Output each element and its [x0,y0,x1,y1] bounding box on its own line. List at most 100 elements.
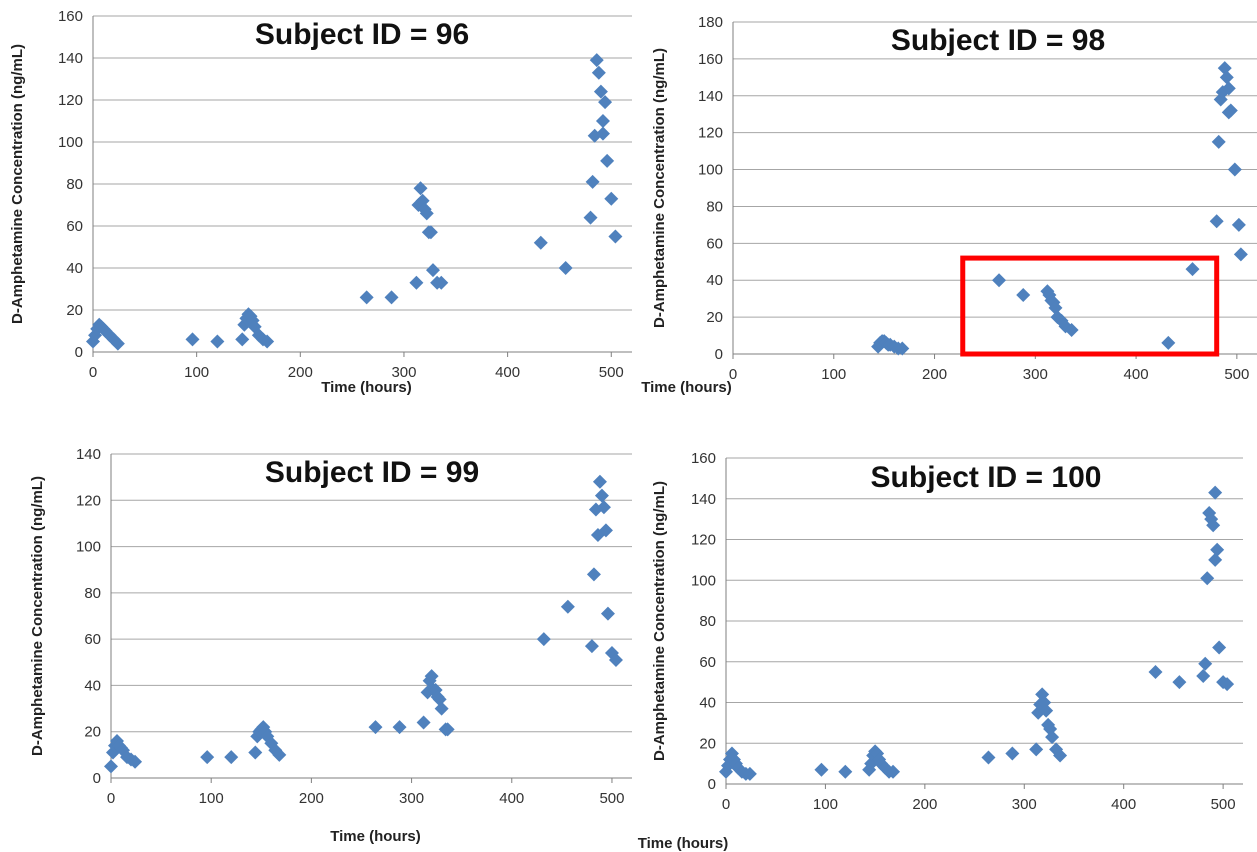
y-tick-label: 80 [84,585,101,602]
data-point [1185,262,1200,277]
y-axis-title: D-Amphetamine Concentration (ng/mL) [9,44,26,324]
y-tick-label: 20 [84,724,101,741]
data-point [585,174,600,189]
x-tick-label: 100 [813,796,838,813]
data-point [1198,656,1213,671]
data-point [600,153,615,168]
data-point [1208,552,1223,567]
data-point [596,500,611,515]
data-point [368,720,383,735]
y-tick-label: 120 [698,125,723,142]
y-tick-label: 60 [66,218,83,235]
data-point [440,722,455,737]
data-point [536,632,551,647]
data-point [1219,70,1234,85]
data-point [992,273,1007,288]
x-tick-label: 100 [184,364,209,381]
y-tick-label: 60 [699,654,716,671]
y-tick-label: 140 [58,50,83,67]
data-point [604,191,619,206]
x-tick-label: 0 [729,366,737,383]
data-point [1053,748,1068,763]
x-tick-label: 0 [107,790,115,807]
chart-title: Subject ID = 98 [891,24,1105,57]
data-point [591,65,606,80]
y-tick-label: 0 [75,344,83,361]
y-tick-label: 0 [715,346,723,363]
data-point [384,290,399,305]
data-point [1221,105,1236,120]
x-tick-label: 500 [1211,796,1236,813]
x-tick-label: 0 [722,796,730,813]
y-tick-label: 40 [84,677,101,694]
data-point [584,639,599,654]
data-point [1208,485,1223,500]
data-point [224,750,239,765]
y-tick-label: 140 [76,446,101,463]
y-tick-label: 100 [76,539,101,556]
x-axis-title: Time (hours) [330,828,421,845]
data-point [1172,675,1187,690]
y-tick-label: 160 [691,450,716,467]
x-tick-label: 400 [1111,796,1136,813]
y-tick-label: 20 [66,302,83,319]
y-tick-label: 100 [698,162,723,179]
x-tick-label: 300 [1023,366,1048,383]
chart-title: Subject ID = 99 [265,456,479,489]
data-point [359,290,374,305]
x-tick-label: 400 [499,790,524,807]
x-axis-title: Time (hours) [641,379,732,396]
y-tick-label: 40 [706,272,723,289]
x-tick-label: 300 [399,790,424,807]
x-tick-label: 500 [599,790,624,807]
data-point [1045,730,1060,745]
highlight-box [960,255,1220,357]
x-tick-label: 200 [922,366,947,383]
data-point [1217,61,1232,76]
data-point [1039,703,1054,718]
x-tick-label: 500 [599,364,624,381]
data-point [595,114,610,128]
x-axis-title: Time (hours) [321,379,412,396]
data-point [1231,217,1246,232]
y-axis-title: D-Amphetamine Concentration (ng/mL) [29,476,46,756]
data-point [1029,742,1044,757]
y-tick-label: 120 [691,532,716,549]
data-point [104,759,118,774]
data-point [1064,323,1079,338]
y-tick-label: 40 [66,260,83,277]
data-point [434,275,449,290]
data-point [598,523,613,538]
data-point [235,332,250,347]
chart-title: Subject ID = 100 [871,461,1102,494]
data-point [1233,247,1248,262]
data-point [210,334,225,349]
data-point [593,84,608,99]
x-tick-label: 200 [912,796,937,813]
y-tick-label: 60 [84,631,101,648]
data-point [1210,542,1225,557]
y-tick-label: 80 [706,198,723,215]
data-point [895,341,910,356]
data-point [409,275,424,290]
y-tick-label: 80 [66,176,83,193]
data-point [1211,134,1226,149]
data-point [425,263,440,278]
data-point [110,336,125,351]
y-tick-label: 40 [699,695,716,712]
data-point [1206,518,1221,533]
y-tick-label: 120 [58,92,83,109]
data-point [419,206,434,221]
data-point [413,181,428,196]
y-tick-label: 180 [698,14,723,31]
y-tick-label: 160 [58,8,83,25]
data-point [558,261,573,275]
data-point [247,319,262,334]
data-point [432,692,447,707]
data-point [533,235,548,250]
data-point [1200,571,1215,586]
data-point [598,95,613,110]
